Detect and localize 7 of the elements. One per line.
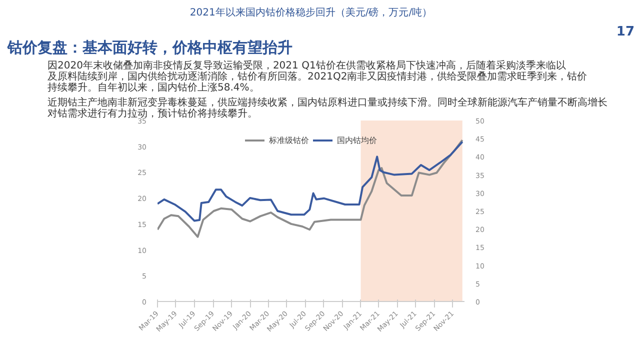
text: 近期钴主产地南非新冠变异毒株蔓延，供应端持续收紧，国内钴原料进口量或持续下滑。同时全球新能源汽车产销量不断高增长对钴需求进行有力拉动，预计钴价将持续攀升。	[48, 96, 608, 120]
text: 因2020年末收储叠加南非疫情反复导致运输受限，2021 Q1钴价在供需收紧格局下快速冲高，后随着采购淡季来临以及原料陆续到岸，国内供给扰动逐渐消除，钴价有所回落。2021Q2南非又因疫情封港，供给受限叠加需求旺季到来，钴价持续攀升。自年初以来，国内钴价上涨58.4%。	[48, 60, 588, 94]
legend-label: 国内钴均价	[337, 134, 377, 146]
text: 17	[616, 24, 635, 40]
legend-label: 标准级钴价	[269, 134, 309, 146]
chart-subtitle: 2021年以来国内钴价格稳步回升（美元/磅，万元/吨）	[190, 6, 432, 18]
chart-title: 钴价复盘：基本面好转，价格中枢有望抬升	[6, 38, 292, 56]
